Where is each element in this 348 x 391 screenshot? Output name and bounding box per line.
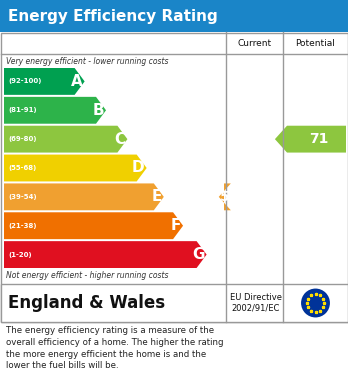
Text: 71: 71 bbox=[309, 132, 328, 146]
Text: D: D bbox=[132, 160, 145, 176]
Text: (1-20): (1-20) bbox=[8, 251, 32, 258]
Text: 52: 52 bbox=[220, 190, 239, 204]
Text: EU Directive
2002/91/EC: EU Directive 2002/91/EC bbox=[230, 293, 282, 313]
Text: (81-91): (81-91) bbox=[8, 107, 37, 113]
Polygon shape bbox=[4, 126, 127, 152]
Text: (69-80): (69-80) bbox=[8, 136, 37, 142]
Text: (92-100): (92-100) bbox=[8, 79, 41, 84]
Polygon shape bbox=[4, 154, 147, 181]
Text: The energy efficiency rating is a measure of the
overall efficiency of a home. T: The energy efficiency rating is a measur… bbox=[6, 326, 223, 370]
Text: G: G bbox=[192, 247, 205, 262]
Polygon shape bbox=[275, 126, 346, 152]
Text: B: B bbox=[93, 103, 104, 118]
Polygon shape bbox=[4, 68, 85, 95]
Polygon shape bbox=[4, 212, 183, 239]
Text: C: C bbox=[114, 132, 125, 147]
Text: Energy Efficiency Rating: Energy Efficiency Rating bbox=[8, 9, 218, 23]
Bar bbox=[0, 284, 348, 322]
Text: England & Wales: England & Wales bbox=[8, 294, 165, 312]
Polygon shape bbox=[219, 183, 231, 210]
Text: Not energy efficient - higher running costs: Not energy efficient - higher running co… bbox=[6, 271, 168, 280]
Text: A: A bbox=[71, 74, 82, 89]
Circle shape bbox=[301, 289, 330, 317]
Polygon shape bbox=[4, 97, 106, 124]
Polygon shape bbox=[4, 241, 207, 268]
Text: F: F bbox=[171, 218, 181, 233]
Text: E: E bbox=[151, 189, 162, 204]
Text: (55-68): (55-68) bbox=[8, 165, 36, 171]
Text: Very energy efficient - lower running costs: Very energy efficient - lower running co… bbox=[6, 57, 168, 66]
Text: (39-54): (39-54) bbox=[8, 194, 37, 200]
Text: Potential: Potential bbox=[295, 38, 335, 47]
Polygon shape bbox=[4, 183, 164, 210]
Bar bbox=[0, 32, 348, 321]
Text: Current: Current bbox=[237, 38, 271, 47]
Bar bbox=[0, 0, 348, 32]
Text: (21-38): (21-38) bbox=[8, 223, 37, 229]
